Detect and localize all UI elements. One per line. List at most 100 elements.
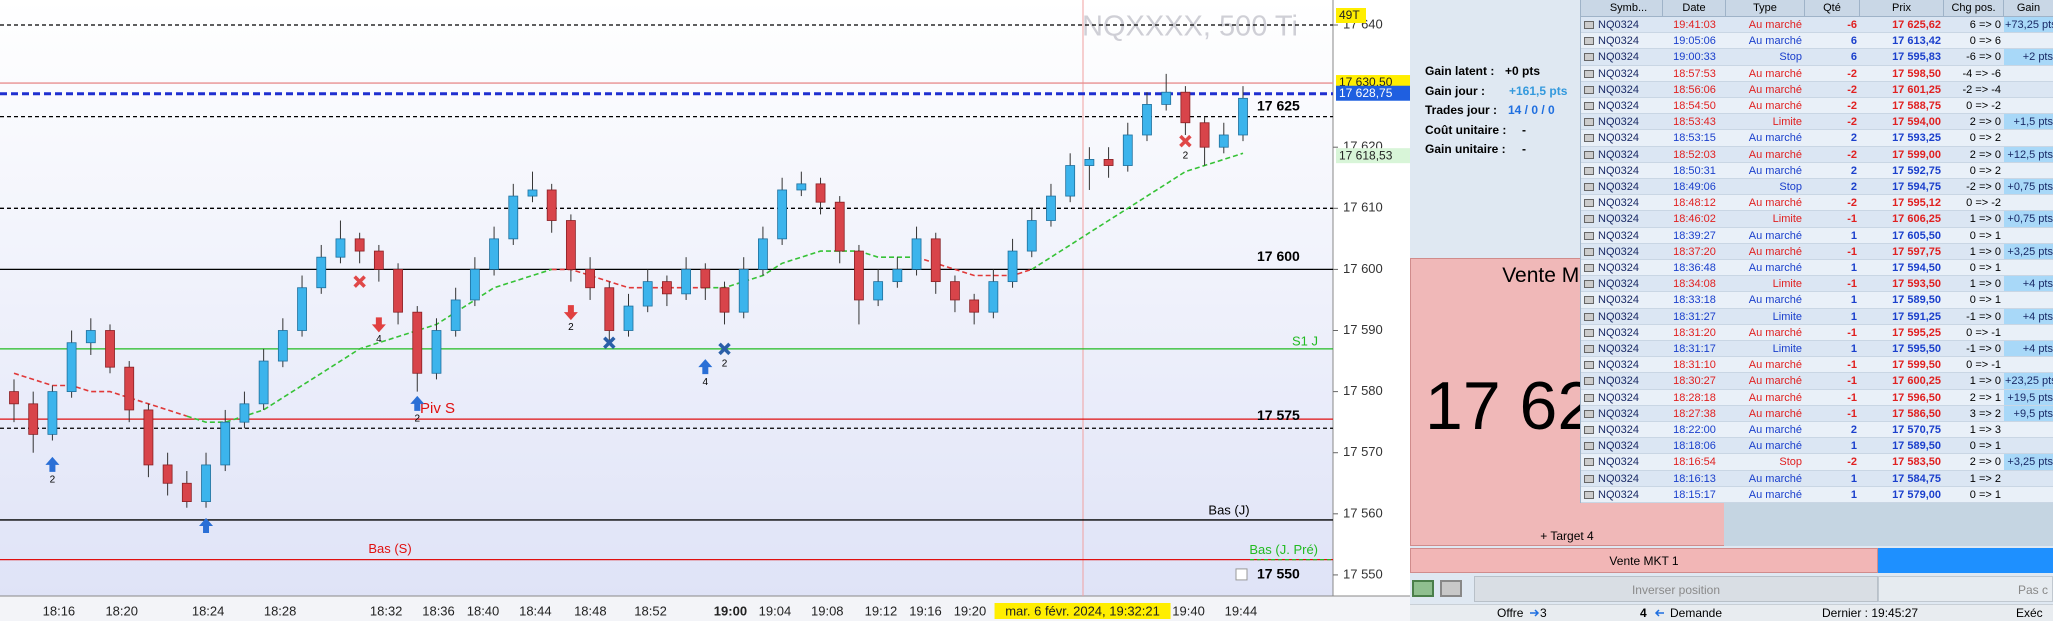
candle-body xyxy=(873,281,884,301)
candle-body xyxy=(1199,122,1210,148)
below-table xyxy=(1724,503,2053,546)
table-cell: 18:31:27 xyxy=(1673,310,1716,323)
arrow-right xyxy=(1530,609,1540,617)
row-icon xyxy=(1584,490,1594,499)
table-cell: 17 595,25 xyxy=(1892,326,1941,339)
table-row: NQ0324 18:15:17 Au marché 1 17 579,00 0 => 1 xyxy=(1581,486,2053,503)
table-cell: Au marché xyxy=(1748,294,1802,307)
table-cell: NQ0324 xyxy=(1598,262,1639,274)
signal-count: 2 xyxy=(50,475,56,486)
table-cell: NQ0324 xyxy=(1598,375,1639,388)
table-cell: +0,75 pts xyxy=(2004,179,2053,195)
table-cell: -4 => -6 xyxy=(1962,67,2001,80)
x-axis-area xyxy=(0,596,1410,621)
table-cell: 17 589,50 xyxy=(1892,294,1941,307)
table-row: NQ0324 18:53:43 Limite -2 17 594,00 2 => 0 +1,… xyxy=(1581,114,2053,131)
table-cell: NQ0324 xyxy=(1598,229,1639,242)
candle-body xyxy=(911,238,922,270)
table-row: NQ0324 18:39:27 Au marché 1 17 605,50 0 => 1 xyxy=(1581,227,2053,244)
table-cell: -1 xyxy=(1847,213,1857,226)
candle-body xyxy=(854,250,864,301)
column-header: Symb... xyxy=(1581,0,1663,16)
info-value: +0 pts xyxy=(1505,64,1541,78)
table-cell: -1 xyxy=(1847,359,1857,372)
x-tick-label: 19:40 xyxy=(1172,603,1205,618)
table-cell: 17 606,25 xyxy=(1892,213,1941,226)
level-label: Bas (J. Pré) xyxy=(1249,542,1318,557)
x-tick-label: 18:16 xyxy=(43,603,76,618)
table-cell: 1 xyxy=(1850,440,1857,453)
table-row: NQ0324 18:31:17 Limite 1 17 595,50 -1 => 0 +4 … xyxy=(1581,341,2053,358)
arrow-left xyxy=(1654,609,1664,617)
table-cell: Au marché xyxy=(1748,245,1802,258)
table-cell: Au marché xyxy=(1748,488,1802,501)
candle-body xyxy=(66,342,77,393)
buy-arrow xyxy=(698,359,713,375)
level-label: 17 600 xyxy=(1257,248,1300,264)
table-cell: NQ0324 xyxy=(1598,116,1639,129)
table-cell: -2 xyxy=(1847,116,1857,129)
row-icon xyxy=(1584,426,1594,434)
table-cell: 1 xyxy=(1850,310,1857,323)
table-cell: NQ0324 xyxy=(1598,164,1639,177)
table-cell: 17 592,75 xyxy=(1892,164,1941,177)
table-cell: NQ0324 xyxy=(1598,424,1639,436)
buy-market-button[interactable] xyxy=(1878,548,2053,573)
candle-body xyxy=(1046,195,1056,221)
table-cell: 1 xyxy=(1850,294,1857,307)
table-cell: NQ0324 xyxy=(1598,51,1639,64)
table-cell: 1 => 0 xyxy=(1969,278,2001,291)
row-icon xyxy=(1584,166,1594,175)
table-cell: +23,25 pts xyxy=(2004,373,2053,389)
table-cell: -1 xyxy=(1847,391,1857,404)
offer-qty: 3 xyxy=(1540,606,1547,620)
info-label: Coût unitaire : xyxy=(1425,122,1507,137)
table-cell: Au marché xyxy=(1748,262,1802,274)
row-icon xyxy=(1584,377,1594,386)
x-label-highlight xyxy=(994,603,1171,619)
table-cell: -1 xyxy=(1847,326,1857,339)
candle-body xyxy=(642,281,653,307)
table-cell: Limite xyxy=(1772,278,1802,291)
row-icon xyxy=(1584,280,1594,289)
candle-body xyxy=(950,281,960,301)
table-cell: 17 599,00 xyxy=(1892,148,1941,161)
table-cell: 17 593,25 xyxy=(1892,132,1941,145)
table-cell: 19:41:03 xyxy=(1673,19,1716,31)
table-cell: -1 xyxy=(1847,375,1857,388)
exit-cross xyxy=(718,342,731,356)
sell-market-button[interactable]: Vente MKT 1 xyxy=(1410,548,1878,573)
table-cell: NQ0324 xyxy=(1598,278,1639,291)
x-tick-label: 19:20 xyxy=(954,603,987,618)
column-header: Chg pos. xyxy=(1944,0,2004,16)
table-cell: Stop xyxy=(1779,181,1802,193)
table-cell: 17 586,50 xyxy=(1892,407,1941,420)
table-row: NQ0324 18:46:02 Limite -1 17 606,25 1 => 0 +0,… xyxy=(1581,211,2053,228)
table-cell: NQ0324 xyxy=(1598,19,1639,31)
info-label: Gain unitaire : xyxy=(1425,142,1506,156)
x-tick-label: 18:28 xyxy=(264,603,297,618)
table-cell: Au marché xyxy=(1748,472,1802,485)
x-tick-label: 19:00 xyxy=(714,603,747,618)
candle-body xyxy=(604,287,615,331)
exit-cross xyxy=(353,275,366,288)
row-icon xyxy=(1584,345,1594,353)
row-icon xyxy=(1584,474,1594,483)
table-cell: 6 xyxy=(1850,51,1857,64)
table-cell: Au marché xyxy=(1748,164,1802,177)
table-cell: 0 => -2 xyxy=(1966,100,2001,112)
candle-body xyxy=(431,330,442,374)
table-cell: 18:18:06 xyxy=(1673,440,1716,453)
table-row: NQ0324 18:34:08 Limite -1 17 593,50 1 => 0 +4 … xyxy=(1581,276,2053,293)
candle-body xyxy=(1142,104,1152,136)
status-bar xyxy=(1410,604,2053,621)
table-cell: 18:31:10 xyxy=(1673,359,1716,372)
candle-body xyxy=(1065,165,1076,197)
table-cell: 17 595,12 xyxy=(1892,197,1941,210)
table-cell: Au marché xyxy=(1748,100,1802,112)
buy-arrow xyxy=(410,395,425,411)
row-icon xyxy=(1584,247,1594,256)
table-cell: 18:53:43 xyxy=(1673,116,1716,129)
table-cell: 17 613,42 xyxy=(1892,35,1941,48)
reverse-button[interactable]: Inverser position xyxy=(1474,576,1878,602)
